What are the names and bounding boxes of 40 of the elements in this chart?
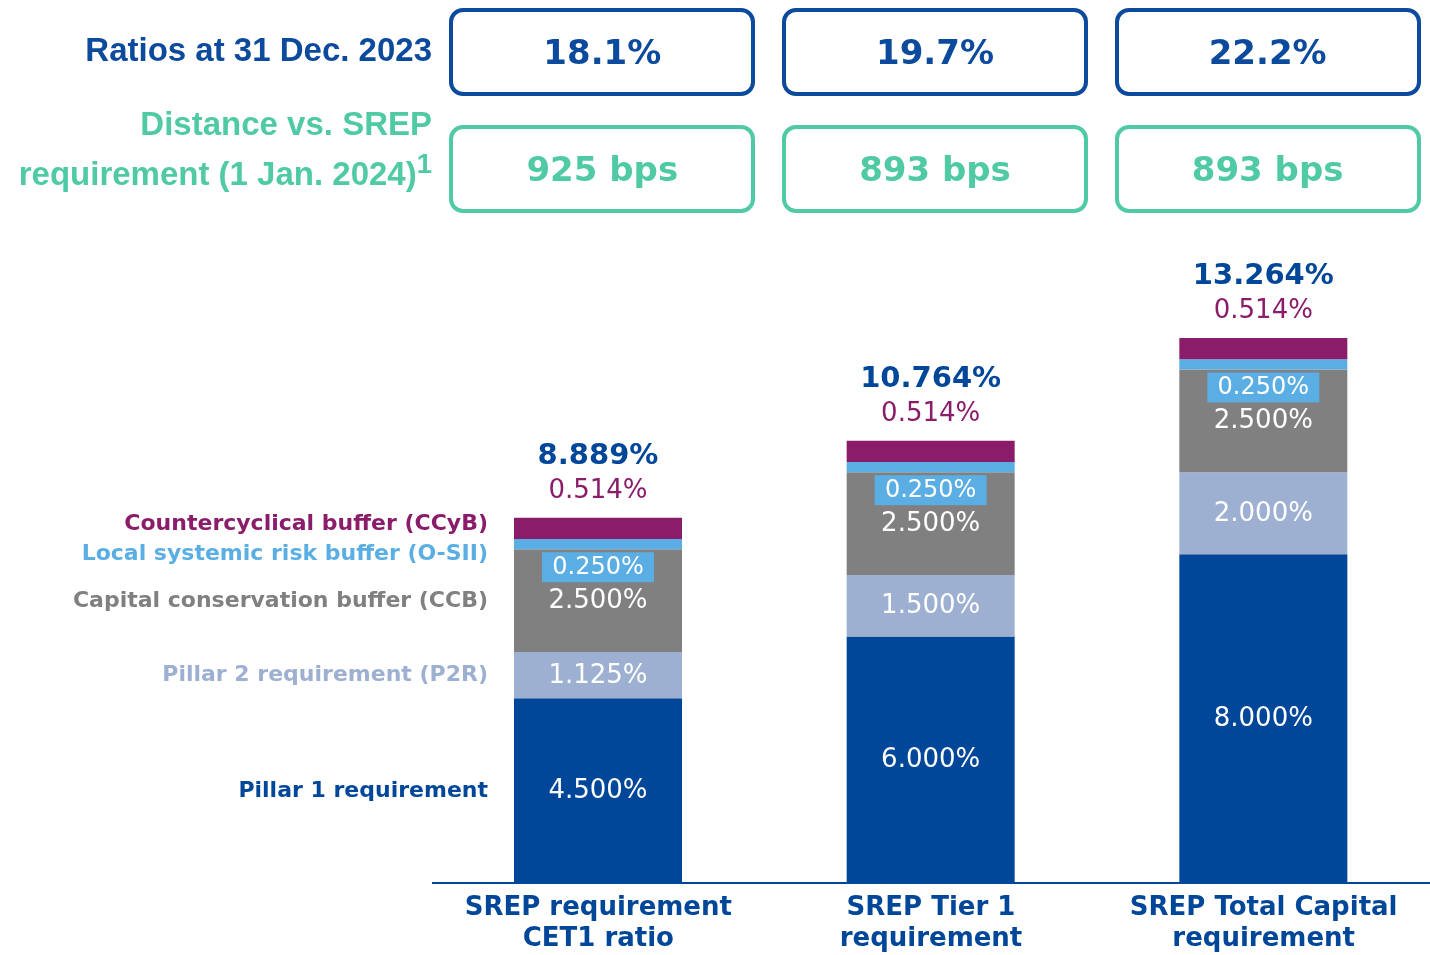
total-label: 10.764% [860,359,1002,394]
text: Ratios at 31 Dec. 2023 [84,30,432,70]
data-label: 1.125% [548,658,648,689]
text: 893 bps [1114,125,1421,213]
data-label: 6.000% [881,743,981,774]
x-tick-label: SREP requirement CET1 ratio [464,891,732,952]
data-label: 0.514% [1213,294,1313,325]
x-tick-label: SREP Tier 1 requirement [839,891,1023,952]
data-label: 2.000% [1213,496,1313,527]
text: 925 bps [449,125,756,213]
bar [1179,338,1348,360]
data-label: 8.000% [1213,702,1313,733]
data-label: 2.500% [548,584,648,615]
series-label: Local systemic risk buffer (O-SII) [81,540,488,566]
data-label: 1.500% [881,589,981,620]
data-label: 0.514% [548,473,648,504]
series-label: Pillar 1 requirement [238,776,489,802]
data-label: 2.500% [1213,404,1313,435]
data-label: 0.250% [884,475,977,504]
series-label: Pillar 2 requirement (P2R) [162,661,488,687]
bar [1179,472,1348,555]
bar [846,440,1015,462]
bar [514,651,682,699]
data-label: 2.500% [881,507,981,538]
series-label: Capital conservation buffer (CCB) [72,586,488,612]
text: 893 bps [782,125,1088,213]
text: 19.7% [782,8,1088,96]
bar [846,574,1015,637]
data-label: 0.250% [552,552,644,581]
bar [514,517,682,539]
total-label: 13.264% [1192,257,1334,292]
total-label: 8.889% [537,436,659,471]
text: 18.1% [449,8,756,96]
data-label: 0.514% [881,396,981,427]
text: 22.2% [1114,8,1421,96]
x-tick-label: SREP Total Capital requirement [1129,891,1398,952]
series-label: Countercyclical buffer (CCyB) [124,510,488,536]
data-label: 0.250% [1217,372,1310,401]
data-label: 4.500% [548,774,648,805]
text: Distance vs. SREP requirement (1 Jan. 2024)$^{1}$ [17,104,432,194]
